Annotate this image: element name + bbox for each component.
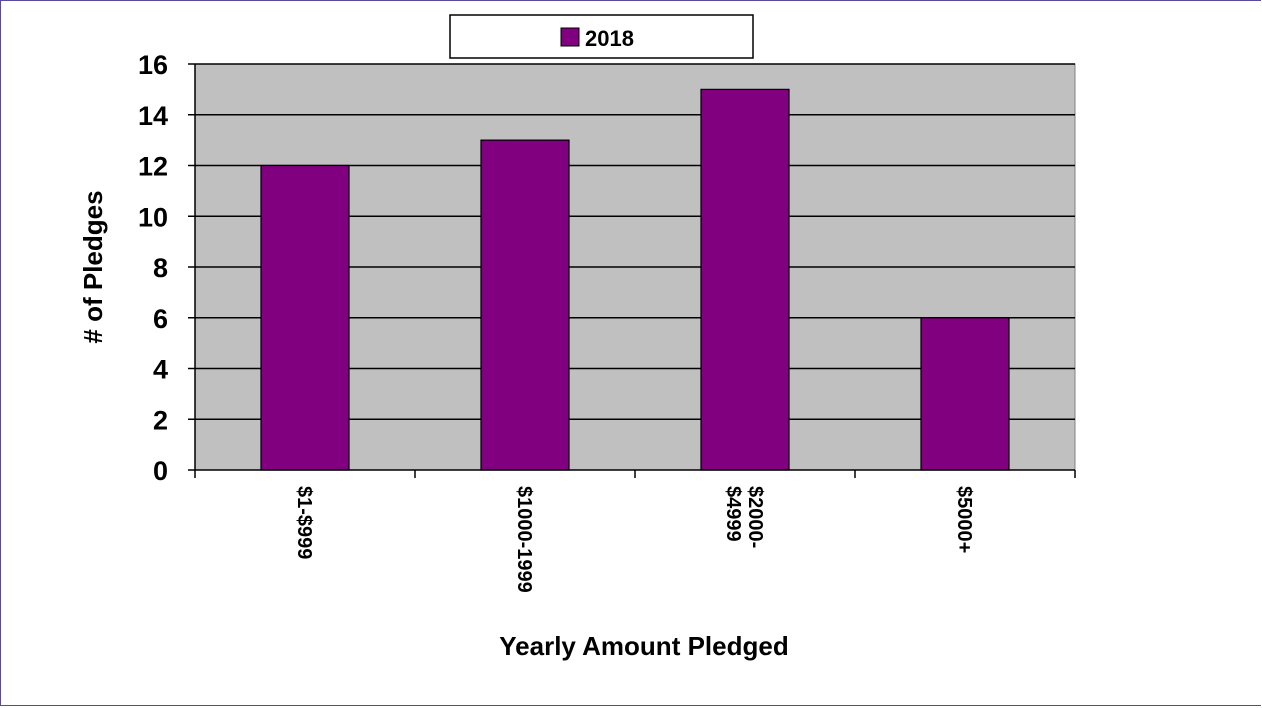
y-tick-labels: 0 2 4 6 8 10 12 14 16 (138, 50, 168, 486)
x-tick-labels: $1-$999 $1000-1999 $2000-$4999 $5000+ (293, 486, 975, 593)
x-tick-label-line: $2000- (744, 486, 766, 548)
legend: 2018 (450, 15, 753, 58)
y-tick-label: 16 (138, 50, 168, 80)
y-tick-label: 2 (153, 405, 168, 435)
x-tick-label-line: $1-$999 (293, 486, 315, 559)
x-tick-label: $1000-1999 (513, 486, 535, 593)
y-tick-label: 6 (153, 304, 168, 334)
x-axis-title: Yearly Amount Pledged (499, 631, 788, 661)
y-tick-label: 10 (138, 202, 168, 232)
x-tick-label-line: $5000+ (953, 486, 975, 553)
y-axis-title: # of Pledges (78, 190, 108, 343)
x-tick-label: $1-$999 (293, 486, 315, 559)
x-tick-label: $2000-$4999 (722, 486, 766, 548)
x-tick-label: $5000+ (953, 486, 975, 553)
y-tick-label: 0 (153, 456, 168, 486)
bar (481, 140, 569, 470)
bar (701, 89, 789, 470)
bar (261, 166, 349, 471)
x-tick-label-line: $4999 (722, 486, 744, 542)
legend-label: 2018 (585, 26, 634, 51)
y-tick-label: 14 (138, 101, 168, 131)
y-tick-label: 4 (153, 355, 168, 385)
x-tick-label-line: $1000-1999 (513, 486, 535, 593)
legend-swatch (561, 28, 579, 46)
bar (921, 318, 1009, 470)
y-tick-label: 8 (153, 253, 168, 283)
y-tick-label: 12 (138, 152, 168, 182)
